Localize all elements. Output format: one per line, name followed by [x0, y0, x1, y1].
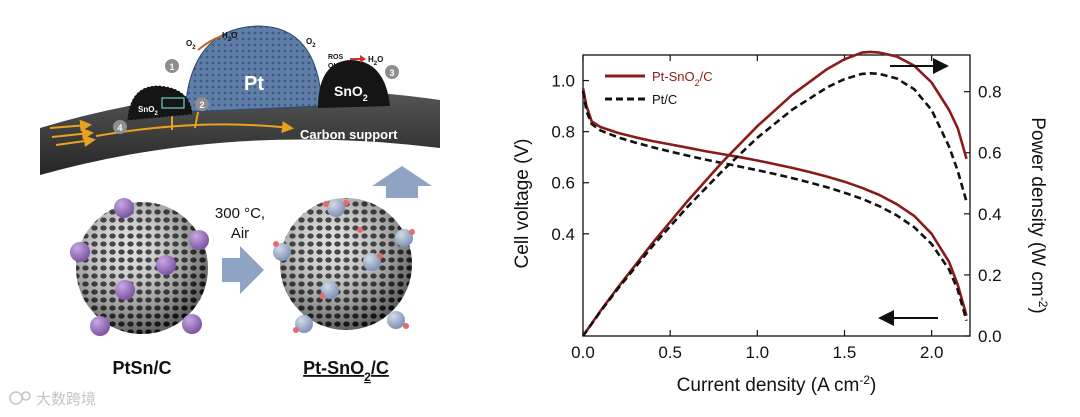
series-line-pt-sno2-c-voltage — [581, 87, 968, 316]
sno2-large-label: SnO2 — [334, 83, 368, 103]
o2-to-h2o-arrow-left — [197, 35, 223, 51]
pt-sno2-nanoparticle — [273, 243, 291, 261]
x-tick-label: 1.0 — [746, 343, 770, 362]
step-marker-1: 1 — [165, 59, 179, 73]
ptsn-nanoparticle — [114, 198, 134, 218]
svg-text:2: 2 — [199, 100, 204, 110]
ros-arrow — [350, 55, 366, 63]
series-line-pt-c-voltage — [581, 90, 968, 322]
x-axis-label: Current density (A cm-2) — [677, 373, 877, 396]
y-right-tick-label: 0.6 — [978, 144, 1002, 163]
ptsn-c-particle — [70, 198, 209, 336]
y-left-tick-label: 0.6 — [551, 174, 575, 193]
pt-sno2-nanoparticle — [363, 253, 381, 271]
pt-sno2-nanoparticle — [295, 315, 313, 333]
schematic-panel: Carbon support Pt SnO2 SnO2 O2 — [9, 25, 440, 408]
pt-sno2-nanoparticle — [321, 281, 339, 299]
svg-text:1: 1 — [169, 62, 174, 72]
svg-text:4: 4 — [117, 123, 122, 133]
y-right-tick-label: 0.8 — [978, 83, 1002, 102]
pt-sno2-c-label: Pt-SnO2/C — [303, 358, 389, 384]
ptsn-nanoparticle — [156, 255, 176, 275]
zoom-up-arrow — [372, 166, 432, 198]
right-axis-ticks: 0.0 0.2 0.4 0.6 0.8 — [964, 83, 1002, 346]
sno2-small-label: SnO2 — [138, 105, 158, 117]
chart-legend: Pt-SnO2/C Pt/C — [605, 69, 713, 107]
y-right-tick-label: 0.0 — [978, 327, 1002, 346]
sno2-dot — [319, 293, 325, 299]
ptsn-nanoparticle — [90, 316, 110, 336]
sno2-dot — [293, 327, 299, 333]
sno2-dot — [357, 227, 363, 233]
pt-sno2-nanoparticle — [387, 311, 405, 329]
polarization-chart: 0.4 0.6 0.8 1.0 0.0 0.2 0.4 0.6 0.8 0.0 0.5 1.0 1.… — [512, 50, 1050, 396]
ptsn-nanoparticle — [182, 314, 202, 334]
sno2-dot — [377, 253, 383, 259]
y-right-tick-label: 0.4 — [978, 205, 1002, 224]
o2-right-label: O2 — [306, 37, 316, 49]
y-left-tick-label: 1.0 — [551, 72, 575, 91]
oh-label: OH — [328, 63, 339, 70]
left-axis-ticks: 0.4 0.6 0.8 1.0 — [551, 72, 589, 244]
step-marker-3: 3 — [385, 65, 399, 79]
sno2-dot — [403, 323, 409, 329]
step-marker-4: 4 — [113, 120, 127, 134]
series-line-pt-c-power — [581, 72, 968, 337]
plot-frame — [582, 54, 971, 337]
watermark: 大数跨境 — [9, 390, 96, 408]
ptsn-nanoparticle — [189, 230, 209, 250]
pt-sno2-nanoparticle — [327, 199, 345, 217]
anneal-atmosphere-label: Air — [231, 225, 249, 242]
y-left-tick-label: 0.8 — [551, 123, 575, 142]
step-marker-2: 2 — [195, 97, 209, 111]
sno2-dot — [409, 229, 415, 235]
x-tick-label: 0.0 — [571, 343, 595, 362]
sno2-dot — [323, 201, 329, 207]
anneal-temp-label: 300 °C, — [215, 205, 265, 222]
ros-label: ROS — [328, 54, 344, 61]
y-left-tick-label: 0.4 — [551, 225, 575, 244]
sno2-dot — [343, 200, 349, 206]
pt-label: Pt — [244, 73, 264, 95]
sno2-dome-small — [127, 85, 193, 121]
y-axis-right-label: Power density (W cm-2) — [1027, 117, 1050, 313]
x-tick-label: 0.5 — [658, 343, 682, 362]
ptsn-nanoparticle — [115, 280, 135, 300]
h2o-left-label: H2O — [222, 31, 237, 43]
oxide-lattice-icon — [161, 97, 185, 109]
series-line-pt-sno2-c-power — [581, 50, 968, 337]
x-tick-label: 1.5 — [833, 343, 857, 362]
ptsn-c-label: PtSn/C — [112, 358, 171, 378]
y-axis-left-label: Cell voltage (V) — [512, 139, 533, 269]
annotation-arrows — [878, 58, 949, 326]
series-layer — [581, 50, 968, 337]
x-axis-ticks: 0.0 0.5 1.0 1.5 2.0 — [571, 55, 943, 362]
svg-text:大数跨境: 大数跨境 — [36, 390, 96, 408]
pt-sno2-nanoparticle — [395, 229, 413, 247]
pt-dome — [184, 25, 323, 113]
carbon-support-label: Carbon support — [300, 127, 398, 142]
sno2-dot — [273, 241, 279, 247]
legend-label-pt-sno2: Pt-SnO2/C — [652, 69, 713, 88]
legend-label-pt-c: Pt/C — [652, 92, 677, 107]
x-tick-label: 2.0 — [920, 343, 944, 362]
o2-left-label: O2 — [186, 39, 196, 51]
pt-sno2-c-particle — [273, 198, 415, 333]
anneal-arrow — [222, 246, 264, 294]
svg-text:3: 3 — [389, 68, 394, 78]
y-right-tick-label: 0.2 — [978, 266, 1002, 285]
ptsn-nanoparticle — [70, 242, 90, 262]
h2o-right-label: H2O — [368, 55, 383, 67]
sno2-dome-large — [318, 60, 390, 108]
